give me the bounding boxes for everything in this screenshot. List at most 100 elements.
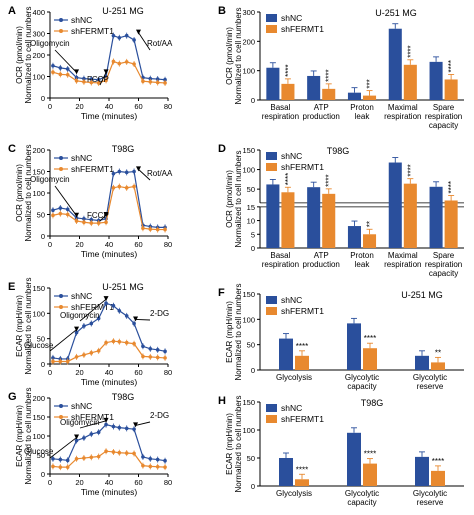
- data-point: [74, 438, 79, 443]
- annotation-arrow: [79, 298, 107, 322]
- legend-label: shFERMT1: [71, 302, 114, 312]
- x-tick-label: 60: [134, 102, 142, 111]
- panel-letter: D: [218, 143, 226, 155]
- data-point: [65, 359, 70, 364]
- category-label: Maximal: [388, 251, 418, 260]
- y-axis-label-line: ECAR (mpH/min): [15, 295, 24, 357]
- data-point: [65, 72, 70, 77]
- data-point: [132, 451, 136, 456]
- legend-label: shFERMT1: [281, 162, 324, 172]
- significance-label: ***: [366, 79, 375, 88]
- y-axis-label-line: OCR (pmol/min): [15, 164, 24, 222]
- series-line-shNC: [52, 34, 166, 81]
- significance-label: **: [366, 221, 375, 227]
- annotation-arrowhead: [74, 212, 80, 218]
- data-point: [89, 221, 94, 225]
- data-point: [65, 458, 70, 463]
- category-label: leak: [355, 260, 371, 269]
- data-point: [58, 206, 63, 210]
- data-point: [111, 450, 116, 454]
- data-point: [148, 464, 153, 469]
- category-label: ATP: [314, 251, 329, 260]
- x-tick-label: 40: [105, 102, 113, 111]
- data-point: [124, 426, 129, 431]
- legend-swatch: [266, 307, 277, 315]
- bar-shFERMT1: [295, 479, 309, 486]
- chart-title: U-251 MG: [375, 8, 417, 18]
- bar-shFERMT1: [363, 348, 377, 370]
- significance-label: ****: [284, 64, 293, 76]
- category-label: reserve: [417, 498, 444, 507]
- y-tick-label: 0: [41, 232, 45, 241]
- legend-label: shNC: [71, 401, 92, 411]
- legend-marker: [59, 18, 63, 22]
- y-axis-label: OCR (pmol/min) Normalized to cell numbers: [15, 145, 33, 242]
- data-point: [89, 80, 94, 85]
- category-label: Proton: [350, 251, 374, 260]
- data-point: [124, 340, 129, 345]
- category-label: Basal: [270, 251, 290, 260]
- bar-shNC: [415, 456, 429, 486]
- bar-shFERMT1: [363, 463, 377, 486]
- data-point: [51, 464, 55, 469]
- y-tick-label: 100: [242, 166, 255, 175]
- x-tick-label: 40: [105, 478, 113, 487]
- y-tick-label: 0: [41, 360, 45, 369]
- x-axis-label: Time (minutes): [81, 111, 138, 121]
- x-axis-label: Time (minutes): [81, 377, 138, 387]
- y-axis-label: OCR (pmol/min) Normalized to cell numbers: [225, 8, 243, 105]
- legend-label: shFERMT1: [71, 164, 114, 174]
- chart-title: T98G: [361, 398, 384, 408]
- legend-label: shFERMT1: [281, 24, 324, 34]
- annotation-label: Oligomycin: [60, 418, 100, 427]
- category-label: Proton: [350, 103, 374, 112]
- bar-shFERMT1: [444, 200, 458, 248]
- category-label: ATP: [314, 103, 329, 112]
- y-tick-label: 100: [32, 432, 45, 441]
- annotation-arrowhead: [133, 316, 139, 322]
- data-point: [82, 436, 86, 440]
- chart-title: T98G: [112, 392, 135, 402]
- data-point: [65, 207, 70, 212]
- bar-shNC: [415, 355, 429, 370]
- y-tick-label: 150: [32, 168, 45, 177]
- data-point: [141, 226, 145, 231]
- y-axis-label-line: Normalized to cell numbers: [234, 151, 243, 248]
- y-tick-label: 10: [247, 217, 255, 226]
- legend-label: shFERMT1: [281, 414, 324, 424]
- data-point: [74, 216, 79, 220]
- data-point: [148, 76, 153, 81]
- data-point: [58, 457, 63, 462]
- category-label: Basal: [270, 103, 290, 112]
- bar-shNC: [347, 323, 361, 370]
- data-point: [148, 457, 153, 461]
- data-point: [124, 314, 129, 318]
- data-point: [89, 321, 94, 326]
- data-point: [104, 422, 108, 427]
- panel-letter: A: [8, 5, 16, 17]
- legend-marker: [59, 294, 63, 298]
- data-point: [132, 321, 136, 326]
- x-tick-label: 20: [75, 368, 83, 377]
- significance-label: ****: [296, 342, 308, 351]
- series-line-shNC: [52, 170, 166, 228]
- data-point: [155, 77, 160, 81]
- data-point: [96, 454, 101, 459]
- data-point: [117, 36, 122, 40]
- annotation-label: FCCP: [87, 75, 109, 84]
- category-label: Maximal: [388, 103, 418, 112]
- chart-title: T98G: [327, 146, 350, 156]
- data-point: [51, 70, 55, 74]
- annotation-label: 2-DG: [150, 411, 169, 420]
- y-axis-label-line: ECAR (mpH/min): [225, 301, 234, 363]
- bar-shFERMT1: [295, 355, 309, 370]
- data-point: [51, 457, 55, 461]
- category-label: respiration: [384, 112, 421, 121]
- legend-label: shNC: [281, 151, 302, 161]
- data-point: [148, 355, 153, 359]
- data-point: [163, 465, 167, 469]
- category-label: respiration: [384, 260, 421, 269]
- y-axis-label: OCR (pmol/min) Normalized to cell numbers: [15, 7, 33, 104]
- x-tick-label: 0: [48, 240, 52, 249]
